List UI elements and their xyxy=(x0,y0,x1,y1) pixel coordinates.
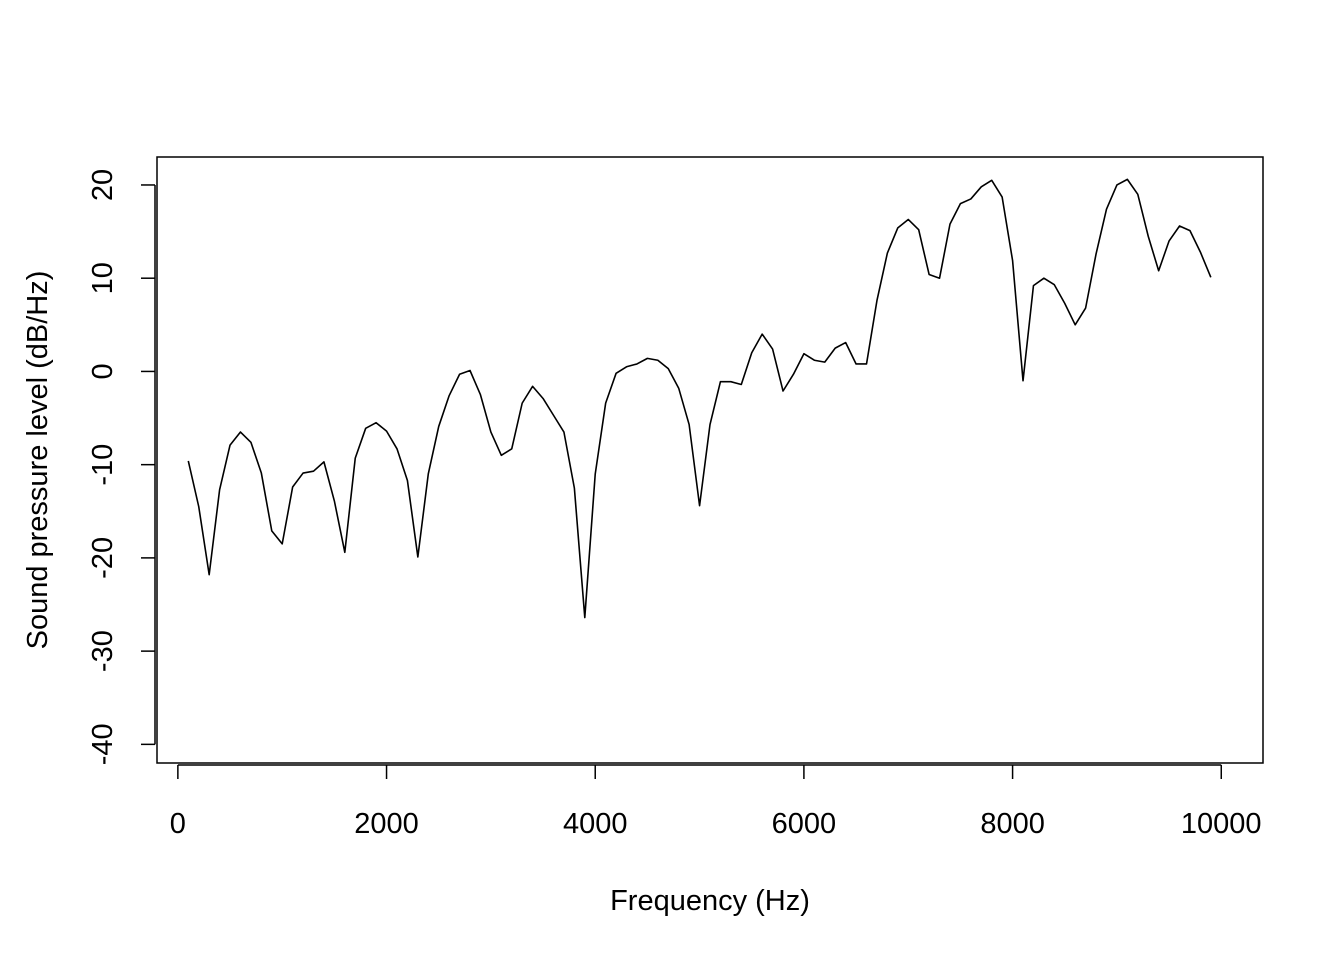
x-tick-label: 2000 xyxy=(354,808,419,840)
y-tick-label: -40 xyxy=(87,723,119,765)
plot-frame xyxy=(156,156,1264,764)
x-tick-label: 10000 xyxy=(1181,808,1262,840)
x-tick-label: 6000 xyxy=(772,808,837,840)
y-tick-label: -10 xyxy=(87,444,119,486)
x-tick-label: 4000 xyxy=(563,808,628,840)
y-tick-label: 10 xyxy=(87,262,119,294)
x-axis: 0 2000 4000 6000 8000 10000 xyxy=(170,764,1262,840)
y-tick-label: -30 xyxy=(87,630,119,672)
y-tick-label: -20 xyxy=(87,537,119,579)
series-layer xyxy=(187,178,1212,619)
series-line xyxy=(187,178,1212,619)
y-axis: -40 -30 -20 -10 0 10 20 xyxy=(87,169,156,765)
x-tick-label: 8000 xyxy=(980,808,1045,840)
x-axis-title: Frequency (Hz) xyxy=(610,885,810,917)
y-tick-label: 0 xyxy=(87,363,119,379)
y-tick-label: 20 xyxy=(87,169,119,201)
x-tick-label: 0 xyxy=(170,808,186,840)
y-axis-title: Sound pressure level (dB/Hz) xyxy=(22,271,54,650)
